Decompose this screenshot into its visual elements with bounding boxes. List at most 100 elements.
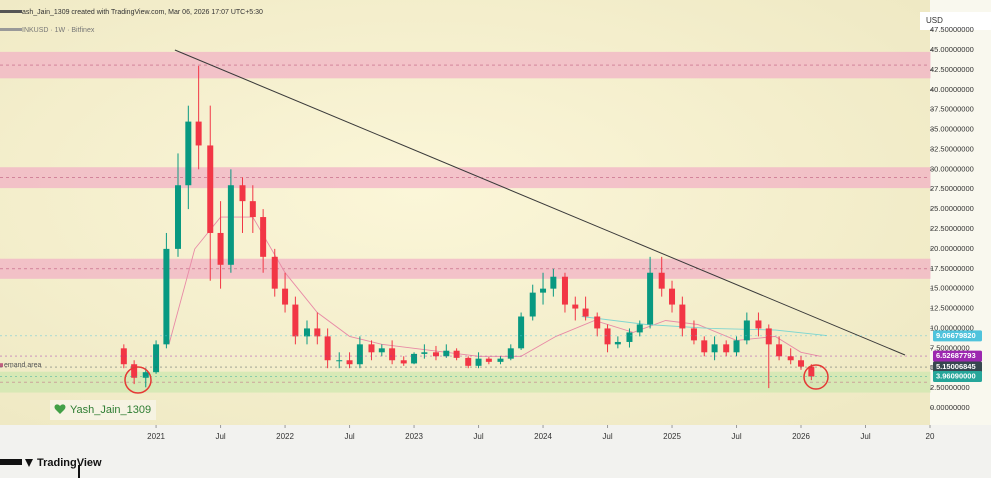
candle-body	[142, 372, 149, 378]
candle-body	[411, 353, 418, 364]
candle-body	[120, 348, 127, 365]
candle-body	[776, 344, 783, 357]
candle-body	[540, 288, 547, 293]
candle-body	[647, 272, 654, 325]
candle-body	[249, 201, 256, 218]
x-tick-label: 2025	[663, 432, 681, 441]
highlight-circle	[124, 366, 152, 394]
price-label: 5.15006845	[936, 362, 976, 371]
y-tick-label: 35.00000000	[930, 125, 974, 134]
watermark-box	[50, 400, 156, 420]
candle-body	[765, 328, 772, 345]
candle-body	[787, 356, 794, 361]
candle-body	[368, 344, 375, 353]
x-tick-label: 2023	[405, 432, 423, 441]
candle-body	[798, 360, 805, 367]
price-label: 3.96090000	[936, 371, 976, 380]
candle-body	[561, 276, 568, 305]
candle-body	[679, 304, 686, 329]
x-tick-label: 2021	[147, 432, 165, 441]
candle-body	[755, 320, 762, 329]
candle-body	[733, 340, 740, 353]
candle-body	[195, 121, 202, 146]
candle-body	[389, 348, 396, 361]
candle-body	[582, 308, 589, 317]
logo-mark	[25, 459, 33, 467]
candle-body	[550, 276, 557, 289]
candle-body	[711, 344, 718, 353]
footer-background	[0, 425, 991, 478]
candle-body	[572, 304, 579, 309]
price-label-box	[933, 350, 982, 362]
candle-body	[292, 304, 299, 337]
candle-body	[701, 340, 708, 353]
candle-body	[175, 185, 182, 249]
y-tick-label: 17.50000000	[930, 264, 974, 273]
candle-body	[227, 185, 234, 265]
y-tick-label: 37.50000000	[930, 105, 974, 114]
candle-body	[336, 360, 343, 362]
moving-average	[168, 216, 821, 357]
candle-body	[497, 358, 504, 362]
cursor	[78, 465, 80, 478]
y-tick-label: 12.50000000	[930, 304, 974, 313]
axis-header	[920, 12, 991, 30]
candle-body	[260, 217, 267, 257]
candle-body	[271, 256, 278, 289]
candle-body	[465, 357, 472, 366]
x-tick-label: Jul	[602, 432, 612, 441]
candle-body	[207, 145, 214, 233]
candle-body	[314, 328, 321, 337]
candle-body	[529, 292, 536, 317]
watermark: Yash_Jain_1309	[70, 404, 151, 416]
x-tick-label: Jul	[731, 432, 741, 441]
candle-body	[658, 272, 665, 289]
candle-body	[475, 358, 482, 366]
y-tick-label: 40.00000000	[930, 85, 974, 94]
price-label-box	[933, 330, 982, 342]
highlight-circle	[803, 364, 829, 390]
price-label: 6.52687793	[936, 351, 976, 360]
candle-body	[432, 352, 439, 357]
x-tick-label: 2022	[276, 432, 294, 441]
candle-body	[594, 316, 601, 329]
candle-body	[131, 364, 138, 378]
candle-body	[507, 348, 514, 359]
candle-body	[453, 350, 460, 358]
x-tick-label: 2024	[534, 432, 552, 441]
y-tick-label: 32.50000000	[930, 144, 974, 153]
candle-body	[485, 358, 492, 362]
candle-body	[604, 328, 611, 345]
candle-body	[723, 344, 730, 353]
logo-bar	[0, 459, 22, 465]
candle-body	[282, 288, 289, 305]
candle-body	[217, 232, 224, 265]
y-tick-label: 22.50000000	[930, 224, 974, 233]
header-bar	[0, 10, 22, 13]
zone-label: emand area	[4, 362, 41, 369]
candle-body	[239, 185, 246, 202]
candle-body	[743, 320, 750, 341]
price-label-box	[933, 370, 982, 382]
candle-body	[690, 328, 697, 341]
y-tick-label: 10.00000000	[930, 323, 974, 332]
plot: emand area0.000000002.500000005.00000000…	[0, 25, 982, 441]
symbol-bar	[0, 28, 22, 31]
candle-body	[421, 352, 428, 354]
header-credit: ash_Jain_1309 created with TradingView.c…	[22, 9, 263, 16]
y-tick-label: 2.50000000	[930, 383, 970, 392]
candle-body	[346, 360, 353, 365]
header-symbol: INKUSD · 1W · Bitfinex	[22, 27, 95, 34]
footer-brand: TradingView	[37, 457, 102, 469]
trendline	[174, 49, 906, 356]
candle-body	[808, 366, 815, 377]
candle-body	[626, 332, 633, 342]
candle-body	[163, 248, 170, 345]
heart-icon	[54, 404, 66, 414]
candle-body	[303, 328, 310, 337]
candle-body	[518, 316, 525, 349]
candle-body	[669, 288, 676, 305]
candle-body	[378, 348, 385, 353]
y-tick-label: 45.00000000	[930, 45, 974, 54]
